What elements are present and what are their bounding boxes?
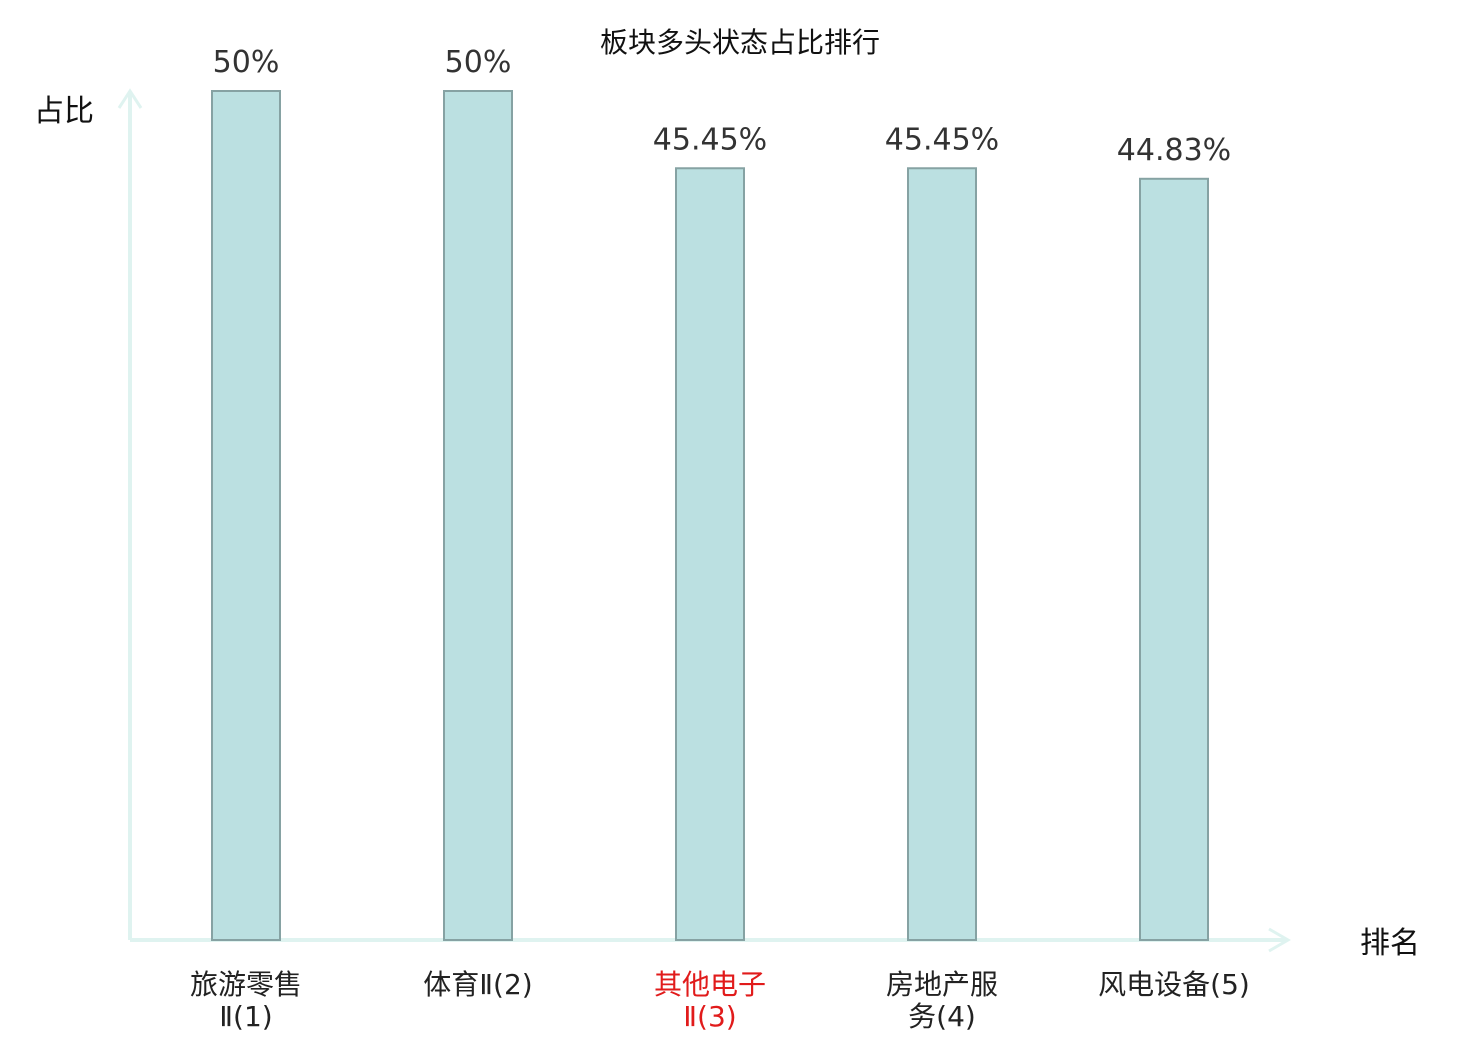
- category-labels-group: 旅游零售 Ⅱ(1) 体育Ⅱ(2) 其他电子 Ⅱ(3) 房地产服务(4) 风电设备(5): [190, 968, 1250, 1033]
- bar: [675, 167, 745, 942]
- bar: [211, 90, 281, 941]
- category-label-line: 旅游零售: [190, 968, 302, 1001]
- x-axis-arrow-icon: [1268, 927, 1291, 953]
- category-label-line: Ⅱ(1): [219, 1000, 272, 1033]
- chart-title: 板块多头状态占比排行: [600, 26, 880, 59]
- y-axis-arrow-icon: [117, 88, 143, 109]
- y-axis: [117, 88, 143, 940]
- bar-value-label: 45.45%: [885, 122, 999, 157]
- category-label: 风电设备(5): [1098, 968, 1250, 1001]
- bar: [443, 90, 513, 941]
- bar: [1139, 177, 1209, 941]
- category-label: 房地产服务(4): [886, 968, 998, 1033]
- category-label-line: 其他电子: [654, 968, 766, 1001]
- value-labels-group: 50% 50% 45.45% 45.45% 44.83%: [213, 45, 1232, 168]
- category-label: 其他电子 Ⅱ(3): [654, 968, 766, 1033]
- category-label: 体育Ⅱ(2): [423, 968, 532, 1001]
- bar-value-label: 44.83%: [1117, 133, 1231, 168]
- bar: [907, 167, 977, 942]
- category-label-line: Ⅱ(3): [683, 1000, 736, 1033]
- category-label-line: 房地产服: [886, 968, 998, 1001]
- category-label-line: 务(4): [908, 1000, 976, 1033]
- bars-group: [211, 90, 1209, 942]
- category-label: 旅游零售 Ⅱ(1): [190, 968, 302, 1033]
- y-axis-label: 占比: [34, 94, 94, 129]
- bar-value-label: 50%: [445, 45, 512, 80]
- x-axis-label: 排名: [1360, 926, 1420, 961]
- category-label-line: 风电设备(5): [1098, 968, 1250, 1001]
- bar-value-label: 45.45%: [653, 122, 767, 157]
- bar-value-label: 50%: [213, 45, 280, 80]
- category-label-line: 体育Ⅱ(2): [423, 968, 532, 1001]
